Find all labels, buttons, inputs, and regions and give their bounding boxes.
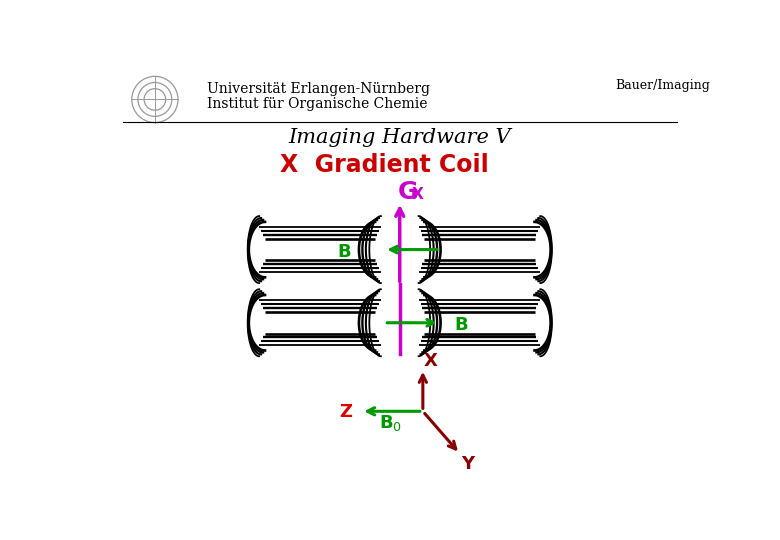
Text: B: B: [455, 316, 468, 334]
Text: Imaging Hardware V: Imaging Hardware V: [289, 128, 511, 147]
Text: Institut für Organische Chemie: Institut für Organische Chemie: [207, 97, 427, 111]
Text: Bauer/Imaging: Bauer/Imaging: [615, 79, 711, 92]
Text: B$_0$: B$_0$: [379, 413, 402, 433]
Text: Universität Erlangen-Nürnberg: Universität Erlangen-Nürnberg: [207, 82, 431, 96]
Text: Y: Y: [461, 455, 474, 472]
Text: X  Gradient Coil: X Gradient Coil: [280, 153, 489, 177]
Text: X: X: [412, 187, 424, 202]
Text: B: B: [338, 243, 351, 261]
Text: X: X: [424, 352, 438, 370]
Text: Z: Z: [339, 403, 353, 421]
Text: G: G: [398, 180, 418, 204]
